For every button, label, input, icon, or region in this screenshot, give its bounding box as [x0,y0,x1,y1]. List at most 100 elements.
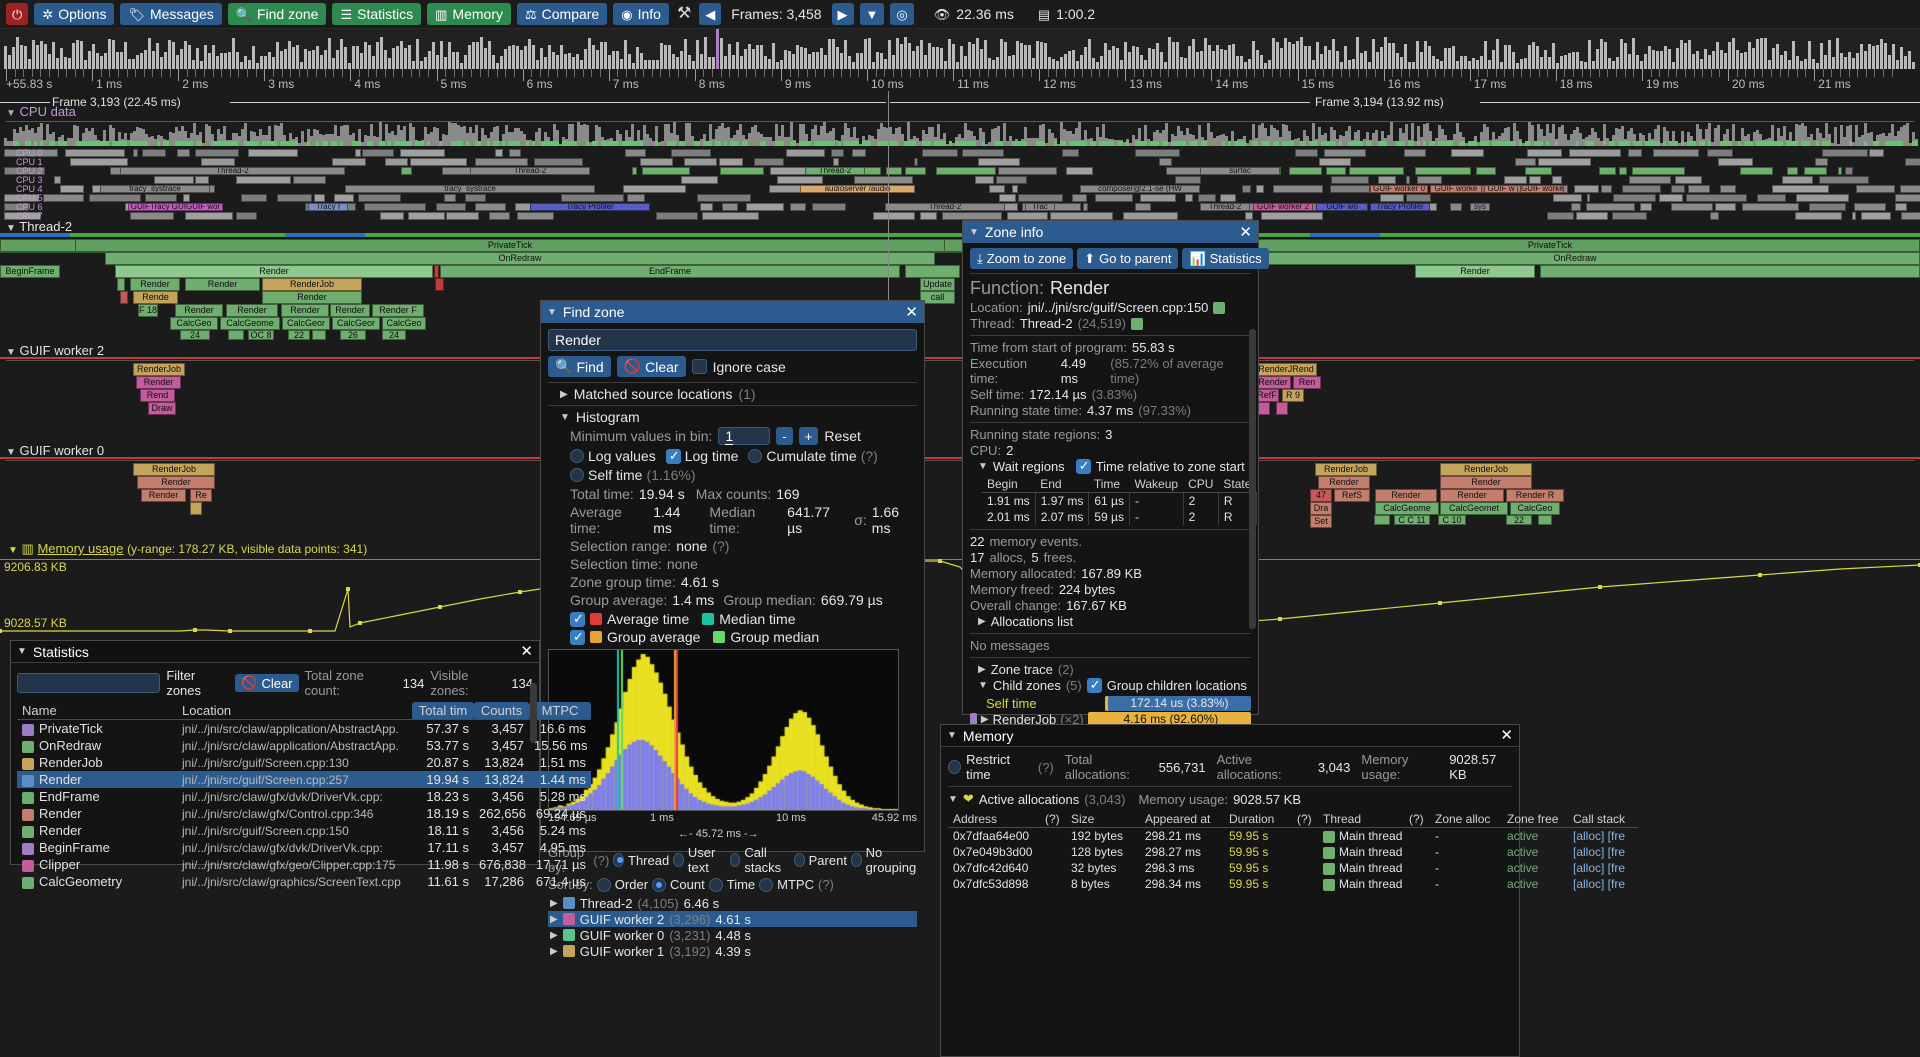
timeline-zone[interactable] [1573,185,1600,193]
filter-zones-input[interactable] [17,673,161,693]
frame-bar[interactable] [228,52,231,69]
frame-bar[interactable] [916,45,919,69]
frame-bar[interactable] [944,60,947,69]
frame-bar[interactable] [1720,50,1723,69]
timeline-zone[interactable] [640,158,674,166]
frame-bar[interactable] [1064,54,1067,69]
frame-bar[interactable] [76,40,79,69]
timeline-zone[interactable]: Dra [1310,502,1332,515]
frame-bar[interactable] [1504,44,1507,69]
min-values-input[interactable]: 1 [718,427,771,445]
frame-bar[interactable] [1844,57,1847,69]
frame-bar[interactable] [752,49,755,69]
frame-bar[interactable] [524,45,527,69]
timeline-zone[interactable] [4,212,41,220]
find-zone-button[interactable]: 🔍 Find zone [227,3,327,25]
timeline-zone[interactable] [533,158,583,166]
frames-strip[interactable] [0,29,1920,70]
frame-bar[interactable] [264,55,267,69]
timeline-zone[interactable] [332,158,367,166]
timeline-zone[interactable]: 22 [288,330,310,340]
frame-bar[interactable] [356,46,359,69]
average-time-checkbox[interactable] [570,611,585,627]
frame-bar[interactable] [436,54,439,69]
stat-col-header[interactable]: Total tim [412,702,474,720]
frame-bar[interactable] [1780,55,1783,69]
frame-bar[interactable] [888,39,891,69]
frame-bar[interactable] [1300,37,1303,69]
frame-bar[interactable] [1880,38,1883,69]
stat-col-header[interactable]: Counts [474,702,529,720]
frame-bar[interactable] [1384,37,1387,69]
frame-bar[interactable] [1292,44,1295,69]
timeline-zone[interactable] [1860,212,1892,220]
frame-bar[interactable] [1340,62,1343,69]
timeline-zone[interactable] [4,149,59,157]
child-zones-label[interactable]: Child zones [992,678,1061,693]
timeline-zone[interactable] [998,167,1058,175]
frame-bar[interactable] [800,46,803,69]
group-by-user-text-radio[interactable] [673,853,684,867]
timeline-zone[interactable] [1404,149,1426,157]
frame-bar[interactable] [216,56,219,69]
timeline-zone[interactable] [623,185,687,193]
zone-trace-tri-icon[interactable]: ▶ [978,664,986,675]
frame-bar[interactable] [200,60,203,69]
timeline-zone[interactable]: Render R [1506,489,1564,502]
timeline-zone[interactable] [1134,149,1181,157]
frame-bar[interactable] [108,39,111,69]
frame-bar[interactable] [1652,50,1655,69]
frame-bar[interactable] [308,51,311,69]
memory-window[interactable]: ▼ Memory ✕ Restrict time (?) Total alloc… [940,724,1638,1057]
timeline-zone[interactable]: RenderJRend [1255,363,1317,376]
mem-call-stack-cell[interactable]: [alloc] [fre [1573,877,1626,891]
zone-info-window[interactable]: ▼ Zone info ✕ ⤓ Zoom to zone ⬆ Go to par… [962,220,1269,775]
timeline-zone[interactable]: Render [1255,376,1291,389]
frame-bar[interactable] [1564,54,1567,69]
frame-bar[interactable] [908,42,911,69]
frame-bar[interactable] [744,49,747,69]
timeline-zone[interactable] [334,194,355,202]
frame-bar[interactable] [1688,40,1691,69]
frame-bar[interactable] [272,57,275,69]
memory-button[interactable]: ▥ Memory [427,3,511,25]
frame-bar[interactable] [516,45,519,69]
frame-bar[interactable] [780,59,783,69]
timeline-zone[interactable] [1095,194,1133,202]
timeline-zone[interactable]: 22 [1506,515,1532,525]
table-row[interactable]: CalcGeometry jni/../jni/src/claw/graphics… [17,873,591,890]
frame-bar[interactable] [876,52,879,69]
frame-bar[interactable] [164,51,167,69]
timeline-zone[interactable] [357,194,402,202]
timeline-zone[interactable] [1685,194,1748,202]
timeline-zone[interactable] [785,149,826,157]
timeline-zone[interactable]: composer@2.1-se (HW [1080,185,1200,193]
timeline-zone[interactable]: tracy_systrace [345,185,595,193]
timeline-zone[interactable] [142,149,167,157]
group-by-call-stacks-radio[interactable] [729,853,741,867]
frame-bar[interactable] [820,47,823,69]
frame-bar[interactable] [692,60,695,69]
timeline-zone[interactable] [236,176,292,184]
timeline-zone[interactable] [54,176,62,184]
timeline-zone[interactable]: Render [136,376,181,389]
timeline-zone[interactable]: CalcGeor [332,317,380,330]
frame-bar[interactable] [1676,48,1679,69]
mem-call-stack-cell[interactable]: [alloc] [fre [1573,861,1626,875]
frame-bar[interactable] [80,41,83,69]
group-tri-icon[interactable]: ▶ [550,945,558,957]
mem-address-cell[interactable]: 0x7dfaa64e00 [953,829,1030,843]
frame-bar[interactable] [1004,42,1007,69]
wait-region-row[interactable]: 2.01 ms 2.07 ms 59 µs -2 R [982,509,1257,525]
timeline-zone[interactable] [1586,203,1636,211]
timeline-zone[interactable]: Thread-2 [805,167,865,175]
location-value[interactable]: jni/../jni/src/guif/Screen.cpp:150 [1027,300,1209,315]
timeline-zone[interactable] [1082,203,1089,211]
frame-bar[interactable] [1496,39,1499,69]
frame-bar[interactable] [1708,54,1711,69]
timeline-zone[interactable] [1771,185,1830,193]
timeline-zone[interactable] [1628,149,1643,157]
frame-bar[interactable] [492,55,495,69]
frame-bar[interactable] [656,59,659,69]
frame-bar[interactable] [852,61,855,69]
